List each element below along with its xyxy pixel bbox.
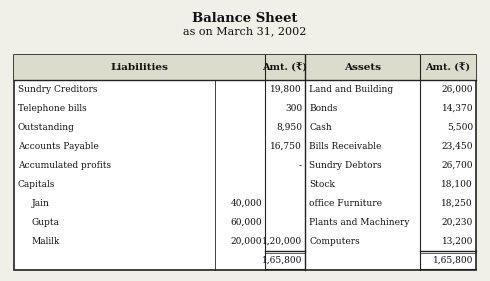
- Text: Plants and Machinery: Plants and Machinery: [309, 218, 410, 227]
- Text: 8,950: 8,950: [276, 123, 302, 132]
- Text: 26,700: 26,700: [441, 161, 473, 170]
- Text: Bills Receivable: Bills Receivable: [309, 142, 381, 151]
- Text: -: -: [299, 161, 302, 170]
- Text: Jain: Jain: [32, 199, 50, 208]
- Text: Amt. (₹): Amt. (₹): [425, 63, 470, 72]
- Text: Assets: Assets: [344, 63, 381, 72]
- Text: Telephone bills: Telephone bills: [18, 104, 87, 113]
- Text: Gupta: Gupta: [32, 218, 60, 227]
- Text: Accounts Payable: Accounts Payable: [18, 142, 99, 151]
- Text: 20,230: 20,230: [442, 218, 473, 227]
- Text: 26,000: 26,000: [441, 85, 473, 94]
- Text: 20,000: 20,000: [230, 237, 262, 246]
- Text: 60,000: 60,000: [230, 218, 262, 227]
- Text: Cash: Cash: [309, 123, 332, 132]
- Text: Malilk: Malilk: [32, 237, 60, 246]
- Text: 16,750: 16,750: [270, 142, 302, 151]
- Text: 1,65,800: 1,65,800: [433, 256, 473, 265]
- Text: Amt. (₹): Amt. (₹): [263, 63, 308, 72]
- Text: Balance Sheet: Balance Sheet: [192, 12, 298, 25]
- Text: office Furniture: office Furniture: [309, 199, 382, 208]
- Text: as on March 31, 2002: as on March 31, 2002: [183, 26, 307, 36]
- Text: Land and Building: Land and Building: [309, 85, 393, 94]
- Text: Capitals: Capitals: [18, 180, 55, 189]
- Text: 5,500: 5,500: [447, 123, 473, 132]
- Text: 40,000: 40,000: [230, 199, 262, 208]
- Bar: [14, 55, 476, 80]
- Text: Stock: Stock: [309, 180, 335, 189]
- Text: Bonds: Bonds: [309, 104, 338, 113]
- Text: Computers: Computers: [309, 237, 360, 246]
- Text: 23,450: 23,450: [441, 142, 473, 151]
- Text: 300: 300: [285, 104, 302, 113]
- Text: 18,100: 18,100: [441, 180, 473, 189]
- Text: 1,65,800: 1,65,800: [262, 256, 302, 265]
- Text: 19,800: 19,800: [270, 85, 302, 94]
- Text: 14,370: 14,370: [441, 104, 473, 113]
- Bar: [14, 55, 476, 270]
- Text: Liabilities: Liabilities: [111, 63, 169, 72]
- Text: 1,20,000: 1,20,000: [262, 237, 302, 246]
- Text: Sundry Debtors: Sundry Debtors: [309, 161, 382, 170]
- Text: Sundry Creditors: Sundry Creditors: [18, 85, 98, 94]
- Text: Outstanding: Outstanding: [18, 123, 75, 132]
- Text: Accumulated profits: Accumulated profits: [18, 161, 111, 170]
- Text: 18,250: 18,250: [441, 199, 473, 208]
- Text: 13,200: 13,200: [441, 237, 473, 246]
